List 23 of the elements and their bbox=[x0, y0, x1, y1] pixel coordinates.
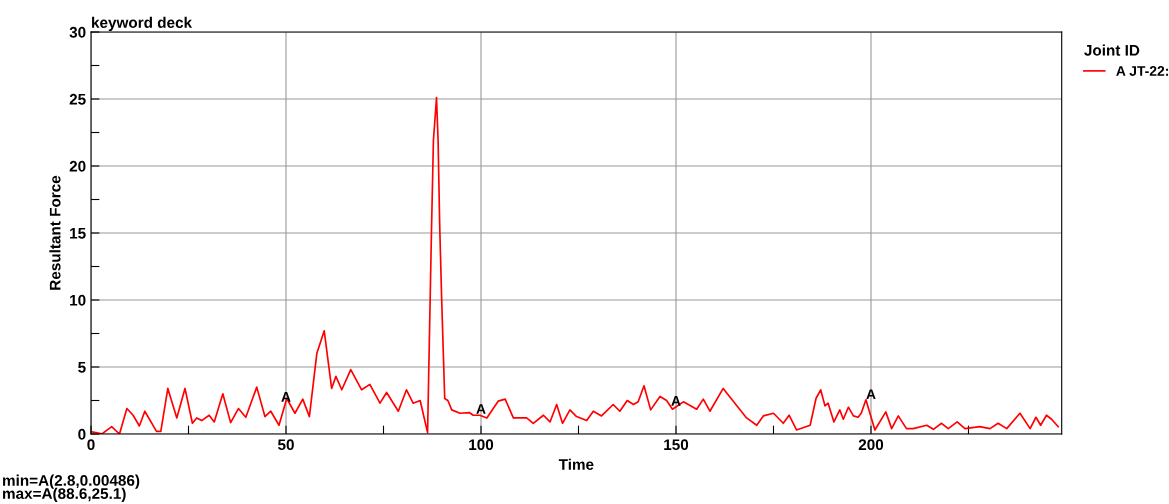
annotation: A bbox=[671, 396, 681, 406]
x-axis-title: Time bbox=[558, 458, 594, 470]
y-tick-label: 10 bbox=[70, 294, 86, 306]
annotation: A bbox=[866, 389, 876, 399]
x-tick-label: 50 bbox=[277, 439, 294, 451]
y-tick-label: 5 bbox=[78, 362, 86, 373]
legend-label: A JT-22: bbox=[1116, 66, 1169, 76]
text: min=A(2.8,0.00486) bbox=[3, 474, 140, 489]
y-axis-title: Resultant Force bbox=[49, 175, 61, 290]
chart-title: keyword deck bbox=[92, 16, 193, 31]
y-tick-label: 0 bbox=[78, 428, 86, 440]
y-tick-label: 15 bbox=[70, 228, 86, 239]
y-tick-label: 20 bbox=[69, 160, 86, 172]
text: max=A(88.6,25.1) bbox=[3, 487, 126, 502]
x-tick-label: 0 bbox=[87, 439, 95, 451]
annotation: A bbox=[476, 404, 486, 414]
x-tick-label: 100 bbox=[469, 439, 494, 451]
x-tick-label: 150 bbox=[664, 439, 689, 451]
y-tick-label: 30 bbox=[69, 26, 86, 38]
legend-title: Joint ID bbox=[1084, 44, 1140, 56]
annotation: A bbox=[281, 392, 291, 402]
x-tick-label: 200 bbox=[858, 439, 884, 451]
y-tick-label: 25 bbox=[69, 93, 86, 105]
